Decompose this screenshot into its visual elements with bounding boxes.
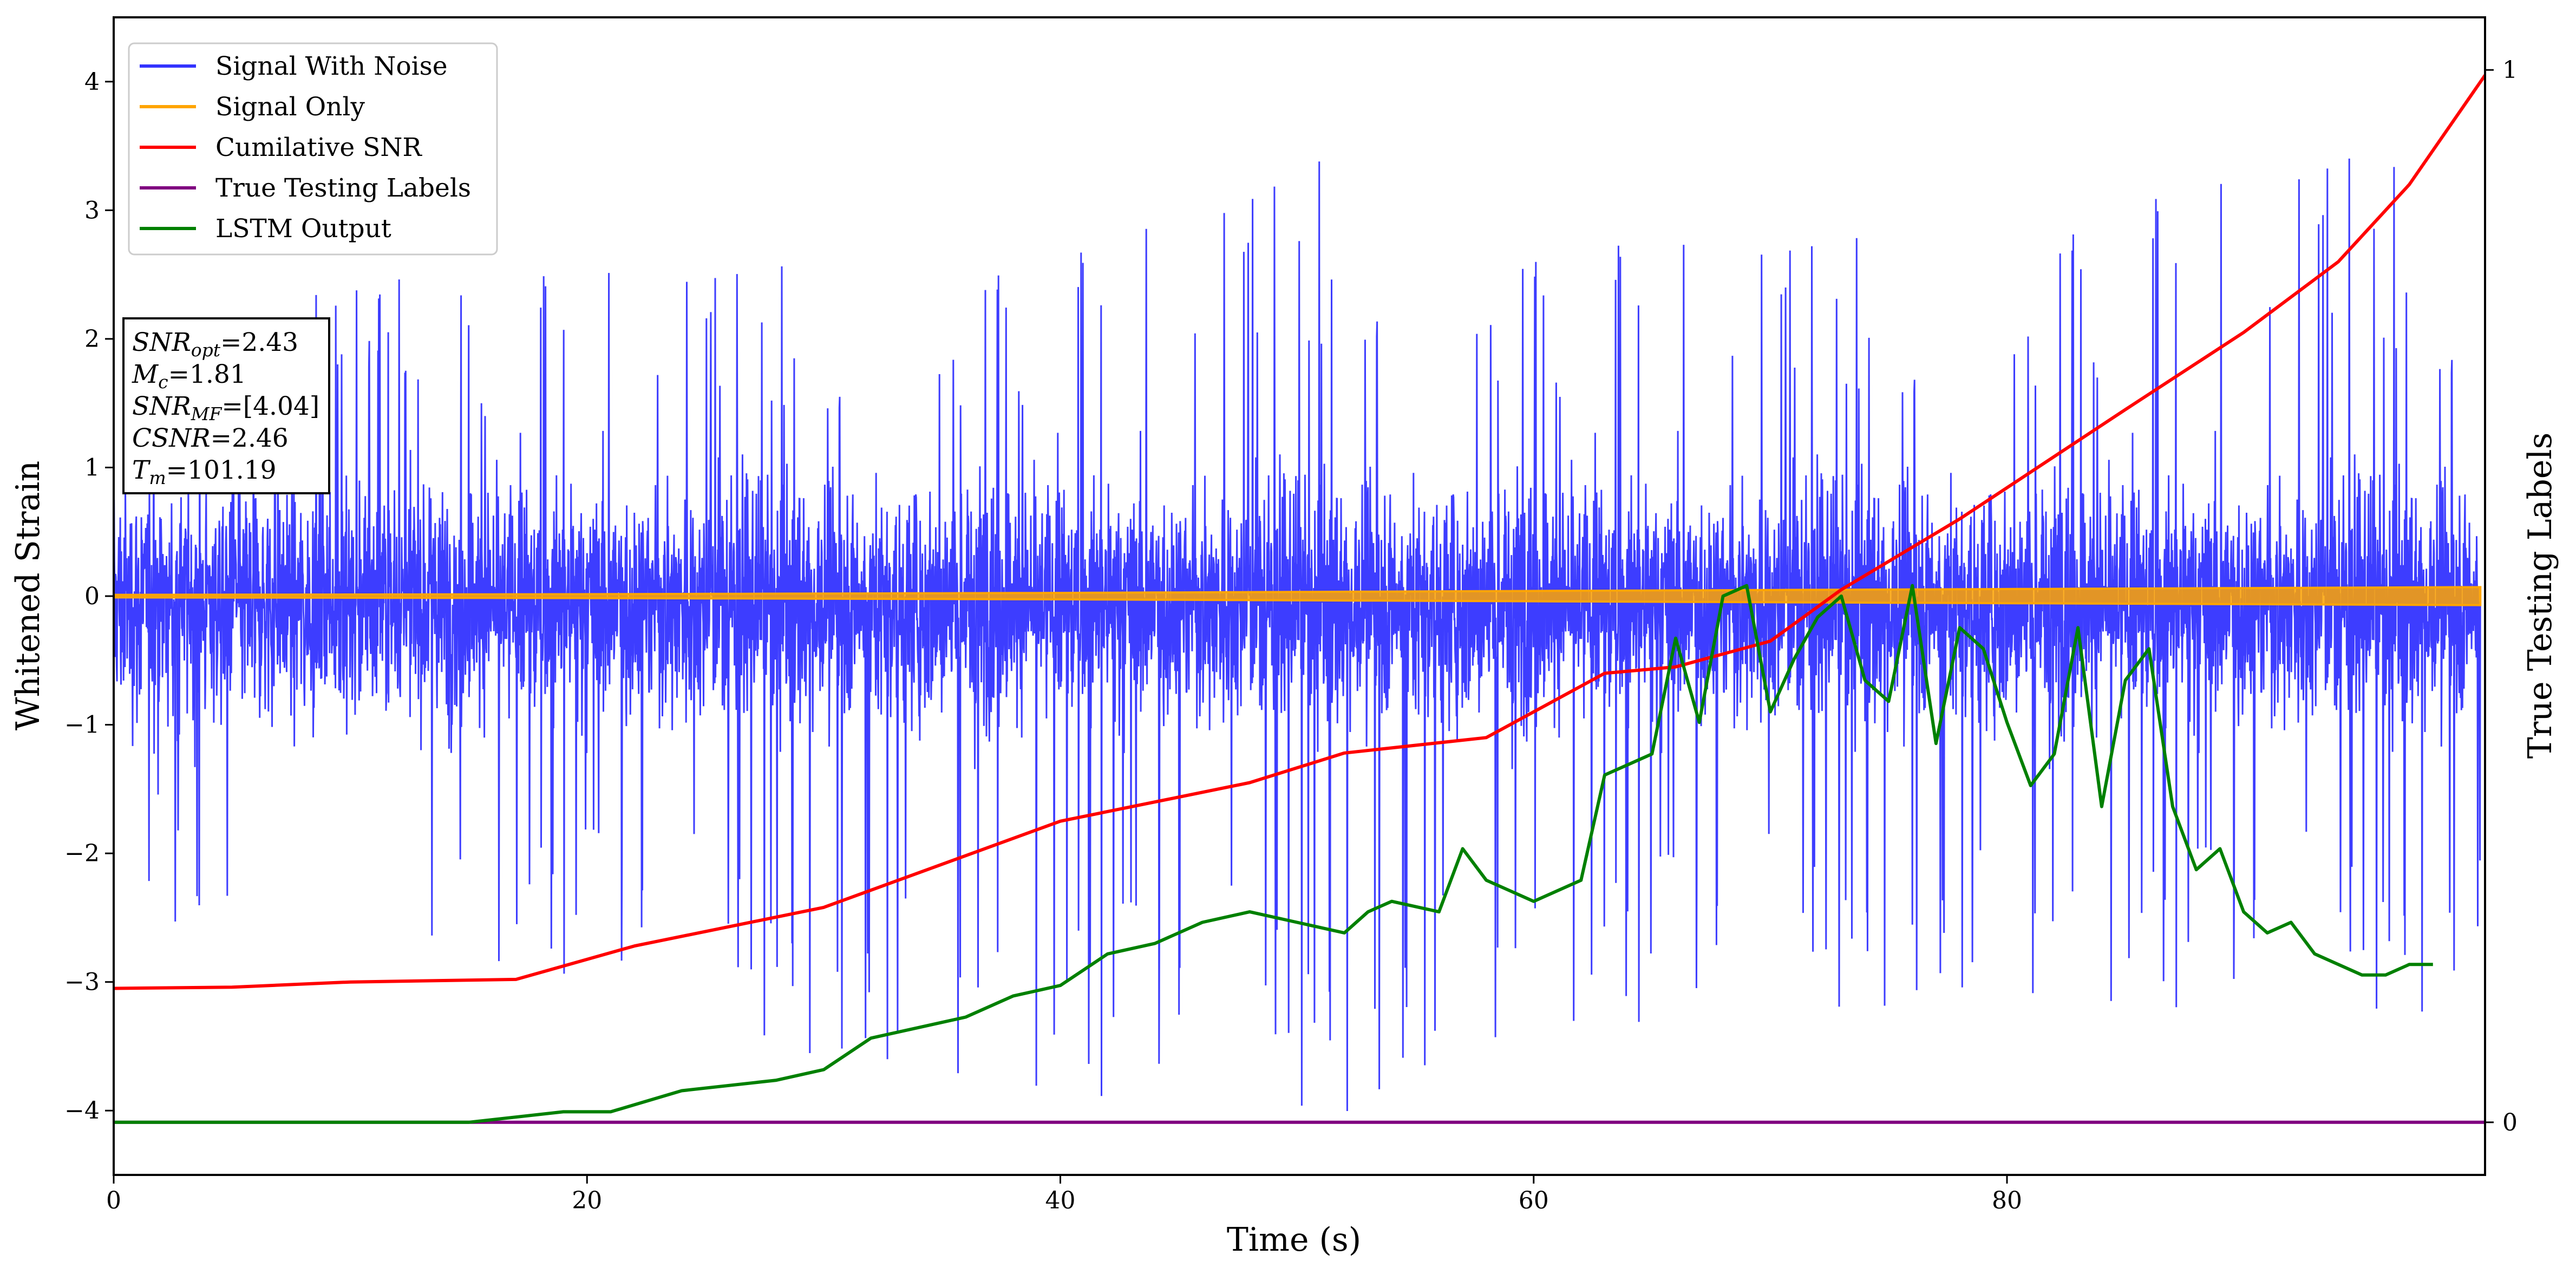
signal-with-noise-line — [114, 158, 2481, 1112]
signal-only-series — [114, 586, 2482, 606]
lstm-output-line — [114, 584, 2433, 1124]
parameters-annotation: SNRopt=2.43Mc=1.81SNRMF=[4.04]CSNR=2.46T… — [122, 317, 330, 494]
y-tick-label: −1 — [64, 711, 100, 739]
y-tick-label: −3 — [64, 969, 100, 996]
y-tick-label: −4 — [64, 1097, 100, 1125]
annotation-line: Tm=101.19 — [132, 455, 277, 488]
legend-label: Cumilative SNR — [215, 133, 422, 162]
y-tick-label: 1 — [84, 454, 100, 481]
legend-label: Signal Only — [215, 92, 365, 122]
y-tick-label: 4 — [84, 68, 100, 96]
x-tick-label: 60 — [1519, 1187, 1549, 1214]
legend-label: Signal With Noise — [215, 51, 448, 81]
y-axis-label: Whitened Strain — [9, 461, 47, 730]
annotation-line: Mc=1.81 — [132, 360, 246, 393]
y2-tick-label: 1 — [2502, 56, 2518, 84]
x-tick-label: 0 — [106, 1187, 121, 1214]
y-tick-label: −2 — [64, 840, 100, 867]
legend-box — [128, 42, 498, 256]
y2-axis-label: True Testing Labels — [2521, 433, 2559, 759]
y-tick-label: 0 — [84, 583, 100, 610]
x-tick-label: 80 — [1992, 1187, 2022, 1214]
signal-with-noise-series — [114, 158, 2481, 1112]
legend-label: LSTM Output — [215, 214, 391, 244]
signal-only-band — [114, 586, 2482, 606]
legend-label: True Testing Labels — [215, 173, 471, 203]
annotation-line: CSNR=2.46 — [132, 423, 289, 453]
cumulative-snr-line — [114, 74, 2485, 990]
x-axis-label: Time (s) — [1227, 1221, 1361, 1259]
x-tick-label: 40 — [1045, 1187, 1076, 1214]
annotation-line: SNRopt=2.43 — [132, 328, 298, 361]
y-tick-label: 2 — [84, 325, 100, 353]
legend: Signal With Noise Signal Only Cumilative S… — [128, 42, 498, 256]
annotation-line: SNRMF=[4.04] — [132, 391, 319, 424]
annotation-box — [122, 317, 330, 494]
x-tick-label: 20 — [572, 1187, 602, 1214]
line-series-layer — [114, 74, 2485, 1124]
y-tick-label: 3 — [84, 197, 100, 224]
y2-tick-label: 0 — [2502, 1109, 2518, 1136]
